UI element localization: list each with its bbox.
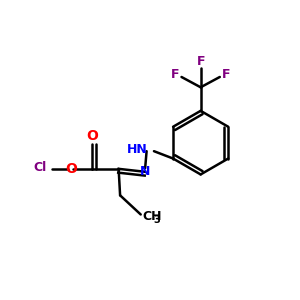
Text: O: O xyxy=(66,162,77,176)
Text: F: F xyxy=(196,55,205,68)
Text: CH: CH xyxy=(142,210,162,223)
Text: 3: 3 xyxy=(153,215,160,225)
Text: O: O xyxy=(86,130,98,143)
Text: HN: HN xyxy=(127,143,148,156)
Text: F: F xyxy=(171,68,179,81)
Text: Cl: Cl xyxy=(33,161,46,175)
Text: F: F xyxy=(222,68,230,81)
Text: N: N xyxy=(140,165,150,178)
